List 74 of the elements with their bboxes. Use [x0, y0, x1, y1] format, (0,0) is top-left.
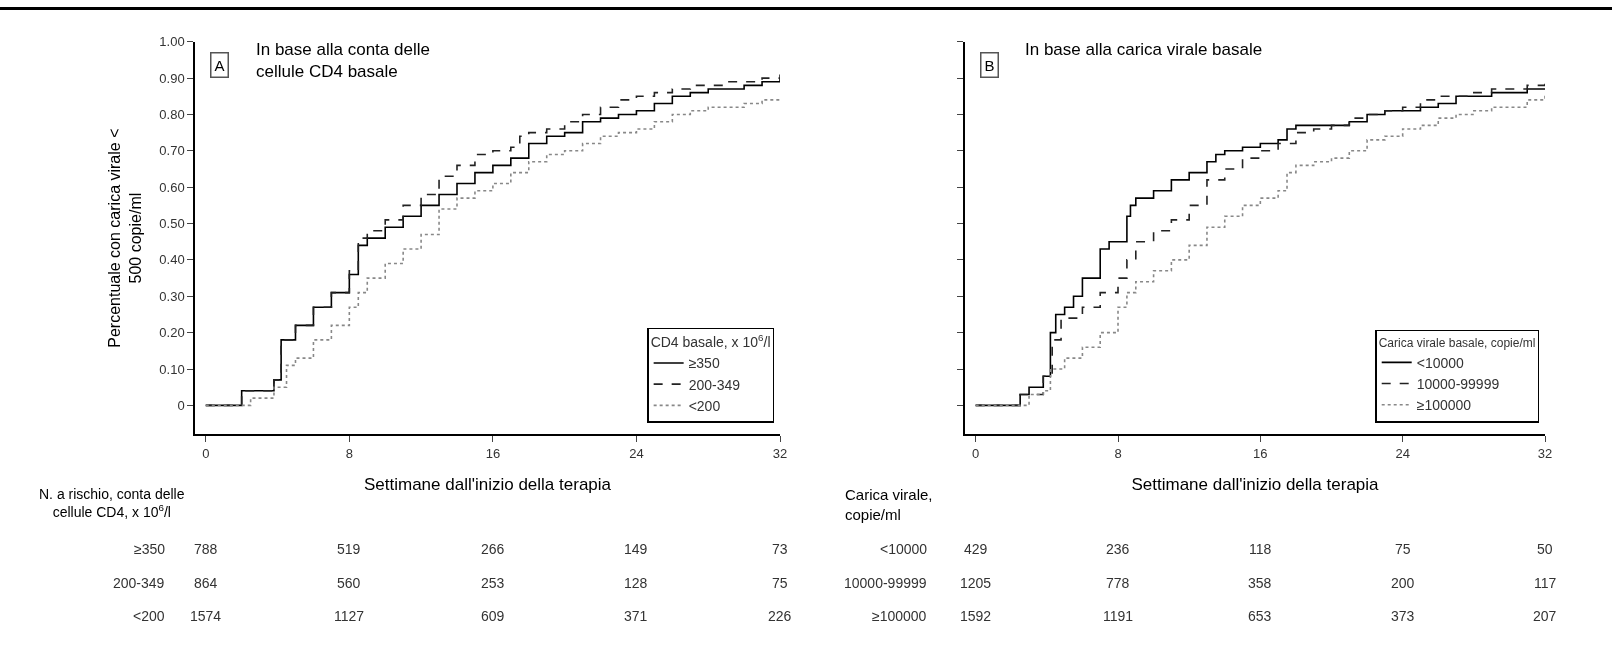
- annotation: B: [984, 56, 995, 74]
- legend-label: ≥350: [688, 355, 720, 372]
- text: ≥100000: [872, 608, 927, 624]
- text: 253: [481, 575, 505, 591]
- text: 1205: [960, 575, 992, 591]
- legend-label: <200: [688, 397, 721, 414]
- x-tick-label: 16: [485, 445, 501, 461]
- text: 778: [1106, 575, 1130, 591]
- x-axis-title: Settimane dall'inizio della terapia: [1131, 474, 1380, 494]
- legend-label: <10000: [1416, 354, 1465, 371]
- text: 1127: [334, 608, 365, 624]
- legend-label: 200-349: [688, 376, 741, 393]
- y-tick-label: 0.60: [159, 179, 185, 195]
- text: 200-349: [113, 575, 165, 591]
- y-tick-label: 0.30: [159, 288, 185, 304]
- text: 236: [1106, 541, 1130, 557]
- text: 358: [1248, 575, 1272, 591]
- text: <200: [133, 608, 165, 624]
- x-tick-label: 24: [1395, 445, 1410, 461]
- y-tick-label: 0.50: [159, 216, 185, 232]
- text: 609: [481, 608, 505, 624]
- text: N. a rischio, conta delle cellule CD4, x 10$^{6}$/l: [39, 486, 185, 521]
- text: 207: [1533, 608, 1557, 624]
- text: 10000-99999: [844, 575, 927, 591]
- text: 1592: [960, 608, 992, 624]
- annotation: A: [214, 56, 225, 74]
- y-tick-label: 0.80: [159, 107, 185, 123]
- text: 75: [1395, 541, 1411, 557]
- text: <10000: [880, 541, 928, 557]
- text: 128: [624, 575, 648, 591]
- text: 373: [1391, 608, 1415, 624]
- text: 1191: [1103, 608, 1134, 624]
- text: 1574: [190, 608, 222, 624]
- text: 266: [481, 541, 505, 557]
- x-tick-label: 24: [629, 445, 644, 461]
- y-axis-title: Percentuale con carica virale < 500 copie/ml: [105, 128, 144, 348]
- text: 200: [1391, 575, 1415, 591]
- legend-label: 10000-99999: [1416, 376, 1500, 393]
- text: 653: [1248, 608, 1272, 624]
- text: 226: [768, 608, 792, 624]
- x-tick-label: 8: [345, 445, 353, 461]
- y-tick-label: 0.90: [159, 70, 185, 86]
- chart-title: In base alla carica virale basale: [1025, 40, 1263, 59]
- text: 371: [624, 608, 648, 624]
- x-tick-label: 32: [1537, 445, 1553, 461]
- y-tick-label: 1.00: [159, 34, 185, 50]
- text: 519: [337, 541, 361, 557]
- text: 864: [194, 575, 218, 591]
- y-tick-label: 0.40: [159, 252, 185, 268]
- text: 149: [624, 541, 648, 557]
- y-tick-label: 0.10: [159, 361, 185, 377]
- text: 560: [337, 575, 361, 591]
- text: 118: [1249, 541, 1272, 557]
- x-tick-label: 16: [1253, 445, 1268, 461]
- text: ≥350: [134, 541, 166, 557]
- text: Carica virale, copie/ml: [845, 486, 933, 523]
- legend-title: CD4 basale, x 10$^{6}$/l: [650, 332, 771, 351]
- text: 50: [1537, 541, 1553, 557]
- y-tick-label: 0.20: [159, 325, 185, 341]
- text: 117: [1534, 575, 1557, 591]
- x-axis-title: Settimane dall'inizio della terapia: [363, 474, 612, 494]
- y-tick-label: 0: [177, 397, 185, 413]
- text: 429: [964, 541, 988, 557]
- legend-title: Carica virale basale, copie/ml: [1378, 335, 1536, 350]
- legend-label: ≥100000: [1416, 397, 1472, 414]
- text: 788: [194, 541, 218, 557]
- text: In base alla conta delle cellule CD4 basale: [256, 40, 430, 82]
- x-tick-label: 32: [772, 445, 788, 461]
- x-tick-label: 0: [202, 445, 210, 461]
- y-tick-label: 0.70: [159, 143, 185, 159]
- text: 75: [772, 575, 788, 591]
- text: 73: [772, 541, 788, 557]
- x-tick-label: 8: [1114, 445, 1122, 461]
- x-tick-label: 0: [972, 445, 980, 461]
